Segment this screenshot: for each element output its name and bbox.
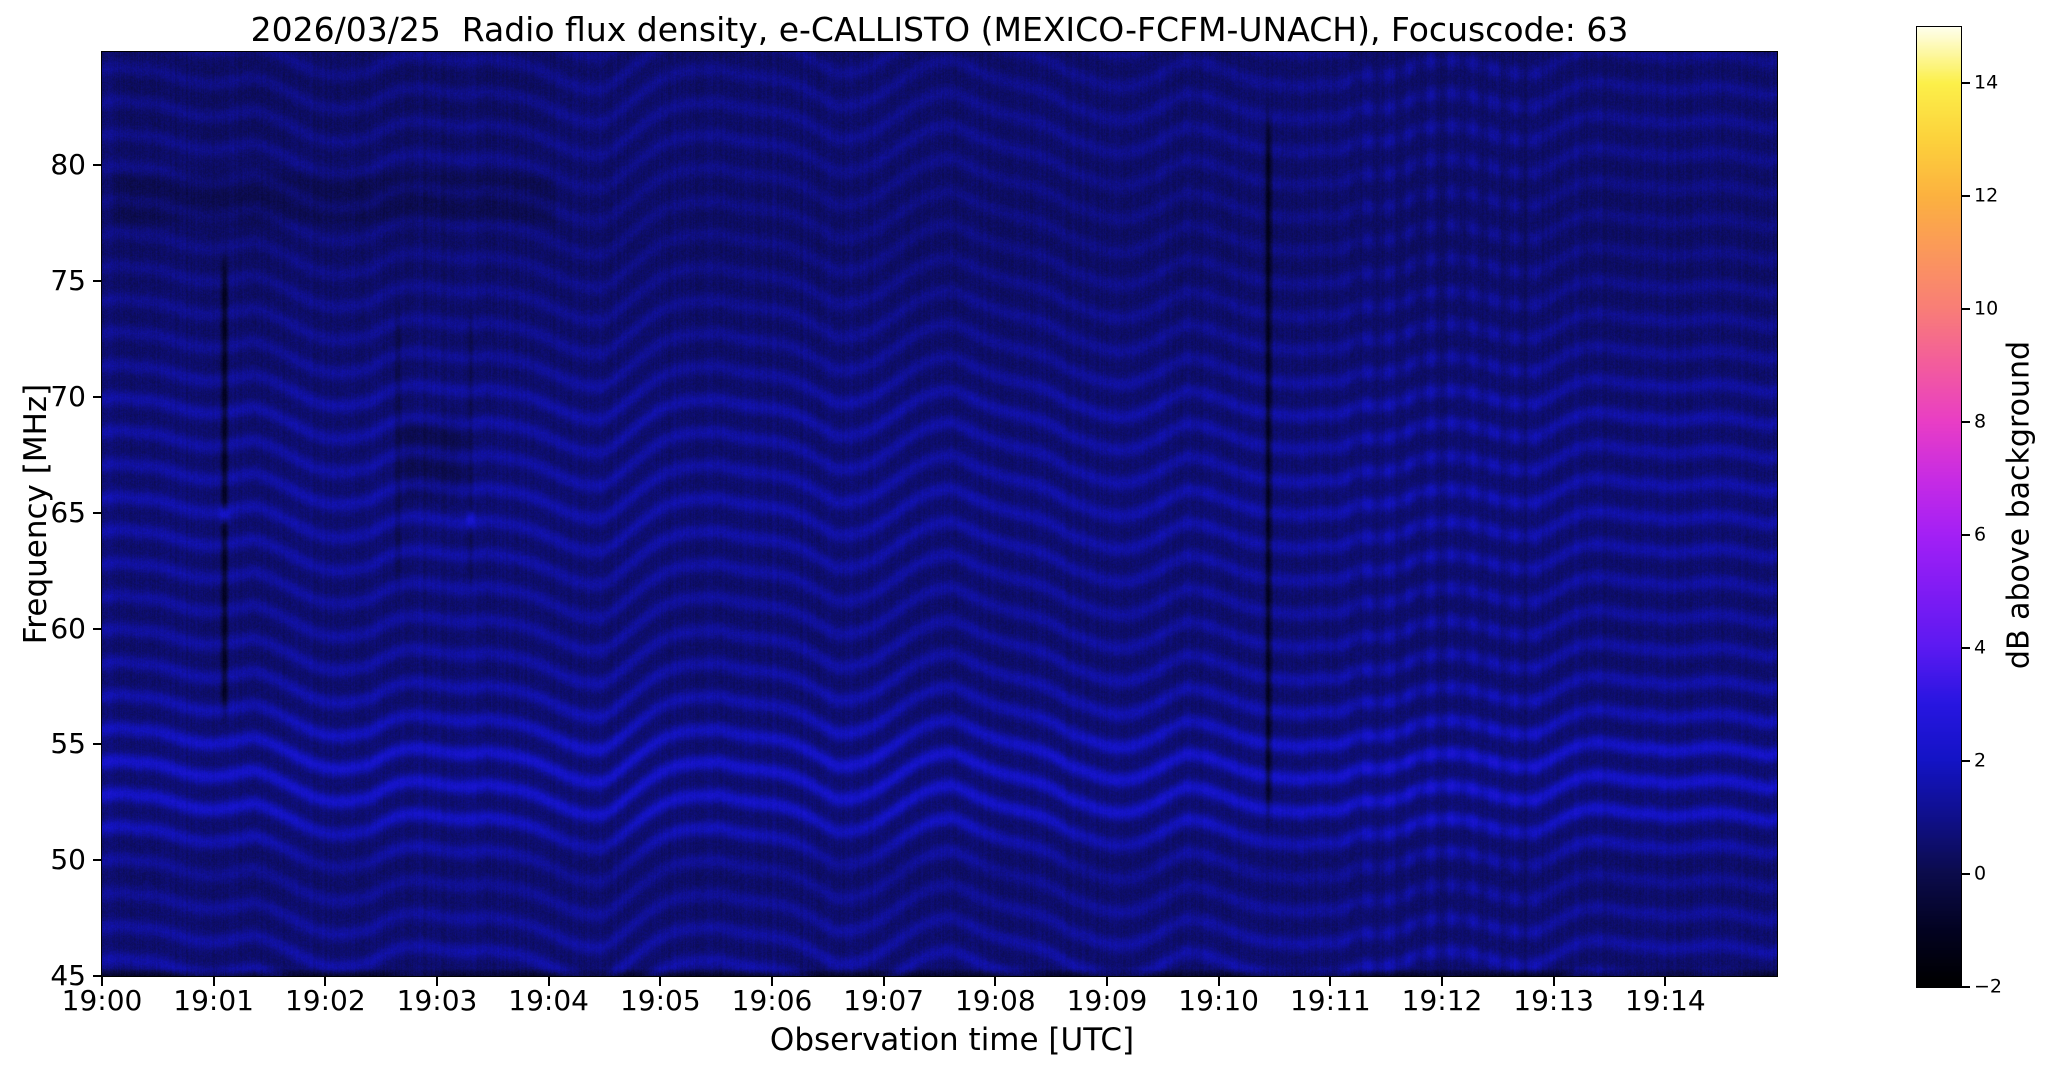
x-tick xyxy=(101,977,103,986)
y-tick xyxy=(93,743,102,746)
y-tick-label: 45 xyxy=(50,959,86,992)
y-tick xyxy=(93,164,102,167)
colorbar-tick xyxy=(1962,647,1970,650)
x-tick-label: 19:11 xyxy=(1289,984,1371,1017)
spectrogram-canvas xyxy=(102,52,1777,976)
x-tick xyxy=(436,977,438,986)
colorbar-tick-label: 0 xyxy=(1974,862,1987,885)
y-tick-label: 75 xyxy=(50,264,86,298)
y-tick xyxy=(93,975,102,977)
x-tick-label: 19:04 xyxy=(508,984,590,1017)
x-tick-label: 19:00 xyxy=(61,984,143,1017)
x-tick-label: 19:03 xyxy=(396,984,478,1017)
colorbar-label: dB above background xyxy=(2001,340,2037,670)
colorbar-canvas xyxy=(1917,27,1961,987)
colorbar-tick-label: 10 xyxy=(1974,297,1999,320)
colorbar-tick xyxy=(1962,986,1970,988)
colorbar-tick xyxy=(1962,873,1970,876)
colorbar-tick-label: −2 xyxy=(1974,975,2003,998)
x-tick xyxy=(659,977,662,986)
x-tick-label: 19:06 xyxy=(731,984,813,1017)
x-tick-label: 19:14 xyxy=(1624,984,1706,1017)
y-tick xyxy=(93,280,102,283)
colorbar-tick xyxy=(1962,760,1970,763)
y-tick-label: 70 xyxy=(50,380,86,414)
chart-title: 2026/03/25 Radio flux density, e-CALLIST… xyxy=(250,10,1629,49)
x-tick xyxy=(1552,977,1555,986)
colorbar-tick xyxy=(1962,195,1970,198)
x-tick xyxy=(324,977,327,986)
x-tick xyxy=(1217,977,1220,986)
colorbar-tick-label: 6 xyxy=(1974,523,1987,546)
x-axis-label: Observation time [UTC] xyxy=(769,1022,1135,1058)
x-tick-label: 19:07 xyxy=(843,984,925,1017)
x-tick xyxy=(212,977,215,986)
x-tick xyxy=(1441,977,1443,986)
spectrogram-plot xyxy=(101,51,1778,977)
colorbar-tick-label: 2 xyxy=(1974,749,1987,772)
y-tick xyxy=(93,627,102,630)
y-tick-label: 60 xyxy=(50,611,86,645)
x-tick-label: 19:02 xyxy=(284,984,366,1017)
x-tick-label: 19:09 xyxy=(1066,984,1148,1017)
colorbar-tick-label: 4 xyxy=(1974,636,1987,659)
x-tick xyxy=(994,977,997,986)
x-tick-label: 19:10 xyxy=(1178,984,1260,1017)
y-tick xyxy=(93,511,102,514)
y-tick-label: 65 xyxy=(50,495,86,529)
y-tick-label: 55 xyxy=(50,727,86,761)
x-tick-label: 19:05 xyxy=(619,984,701,1017)
colorbar-tick xyxy=(1962,534,1970,537)
y-tick xyxy=(93,396,102,399)
x-tick-label: 19:08 xyxy=(954,984,1036,1017)
x-tick xyxy=(882,977,885,986)
x-tick xyxy=(1106,977,1108,986)
x-tick-label: 19:12 xyxy=(1401,984,1483,1017)
x-tick-label: 19:13 xyxy=(1513,984,1595,1017)
colorbar-tick xyxy=(1962,421,1970,424)
y-tick xyxy=(93,859,102,862)
colorbar xyxy=(1916,26,1962,988)
colorbar-tick-label: 14 xyxy=(1974,71,1999,94)
x-tick-label: 19:01 xyxy=(173,984,255,1017)
x-tick xyxy=(547,977,550,986)
y-tick-label: 50 xyxy=(50,843,86,877)
colorbar-tick-label: 12 xyxy=(1974,184,1999,207)
colorbar-tick xyxy=(1962,82,1970,85)
x-tick xyxy=(1329,977,1332,986)
x-tick xyxy=(1664,977,1667,986)
y-axis-label: Frequency [MHz] xyxy=(18,383,54,645)
x-tick xyxy=(771,977,773,986)
y-tick-label: 80 xyxy=(50,148,86,182)
colorbar-tick-label: 8 xyxy=(1974,410,1987,433)
colorbar-tick xyxy=(1962,308,1970,311)
